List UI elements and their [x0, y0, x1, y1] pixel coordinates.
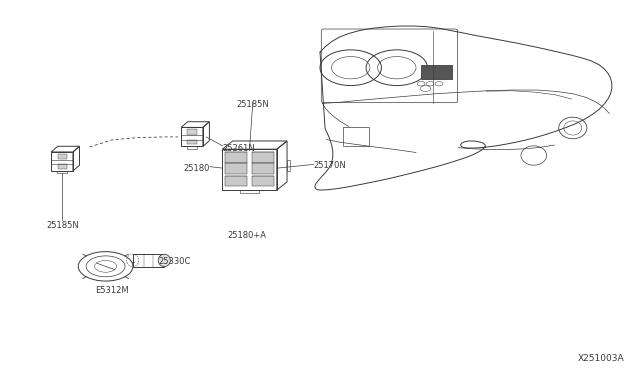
Text: 25330C: 25330C — [159, 257, 191, 266]
Text: X251003A: X251003A — [577, 355, 624, 363]
Bar — [187, 146, 197, 149]
Ellipse shape — [158, 254, 170, 267]
Bar — [252, 152, 274, 163]
Bar — [188, 140, 196, 144]
Bar — [252, 176, 274, 186]
Text: 25185N: 25185N — [46, 221, 79, 230]
Text: 25185N: 25185N — [236, 100, 269, 109]
Bar — [58, 164, 67, 169]
Bar — [132, 254, 164, 267]
Bar — [252, 164, 274, 174]
Bar — [343, 127, 369, 146]
Bar — [240, 190, 259, 193]
Bar — [57, 171, 67, 173]
Bar — [188, 129, 196, 135]
Text: 25261N: 25261N — [223, 144, 255, 153]
Bar — [287, 160, 291, 171]
Text: 25180+A: 25180+A — [227, 231, 266, 240]
Bar — [421, 65, 452, 79]
Bar — [225, 176, 247, 186]
Bar — [225, 164, 247, 174]
Text: E5312M: E5312M — [95, 286, 129, 295]
Text: 25170N: 25170N — [314, 161, 346, 170]
Bar — [58, 154, 67, 159]
Bar — [225, 152, 247, 163]
Text: 25180: 25180 — [184, 164, 210, 173]
